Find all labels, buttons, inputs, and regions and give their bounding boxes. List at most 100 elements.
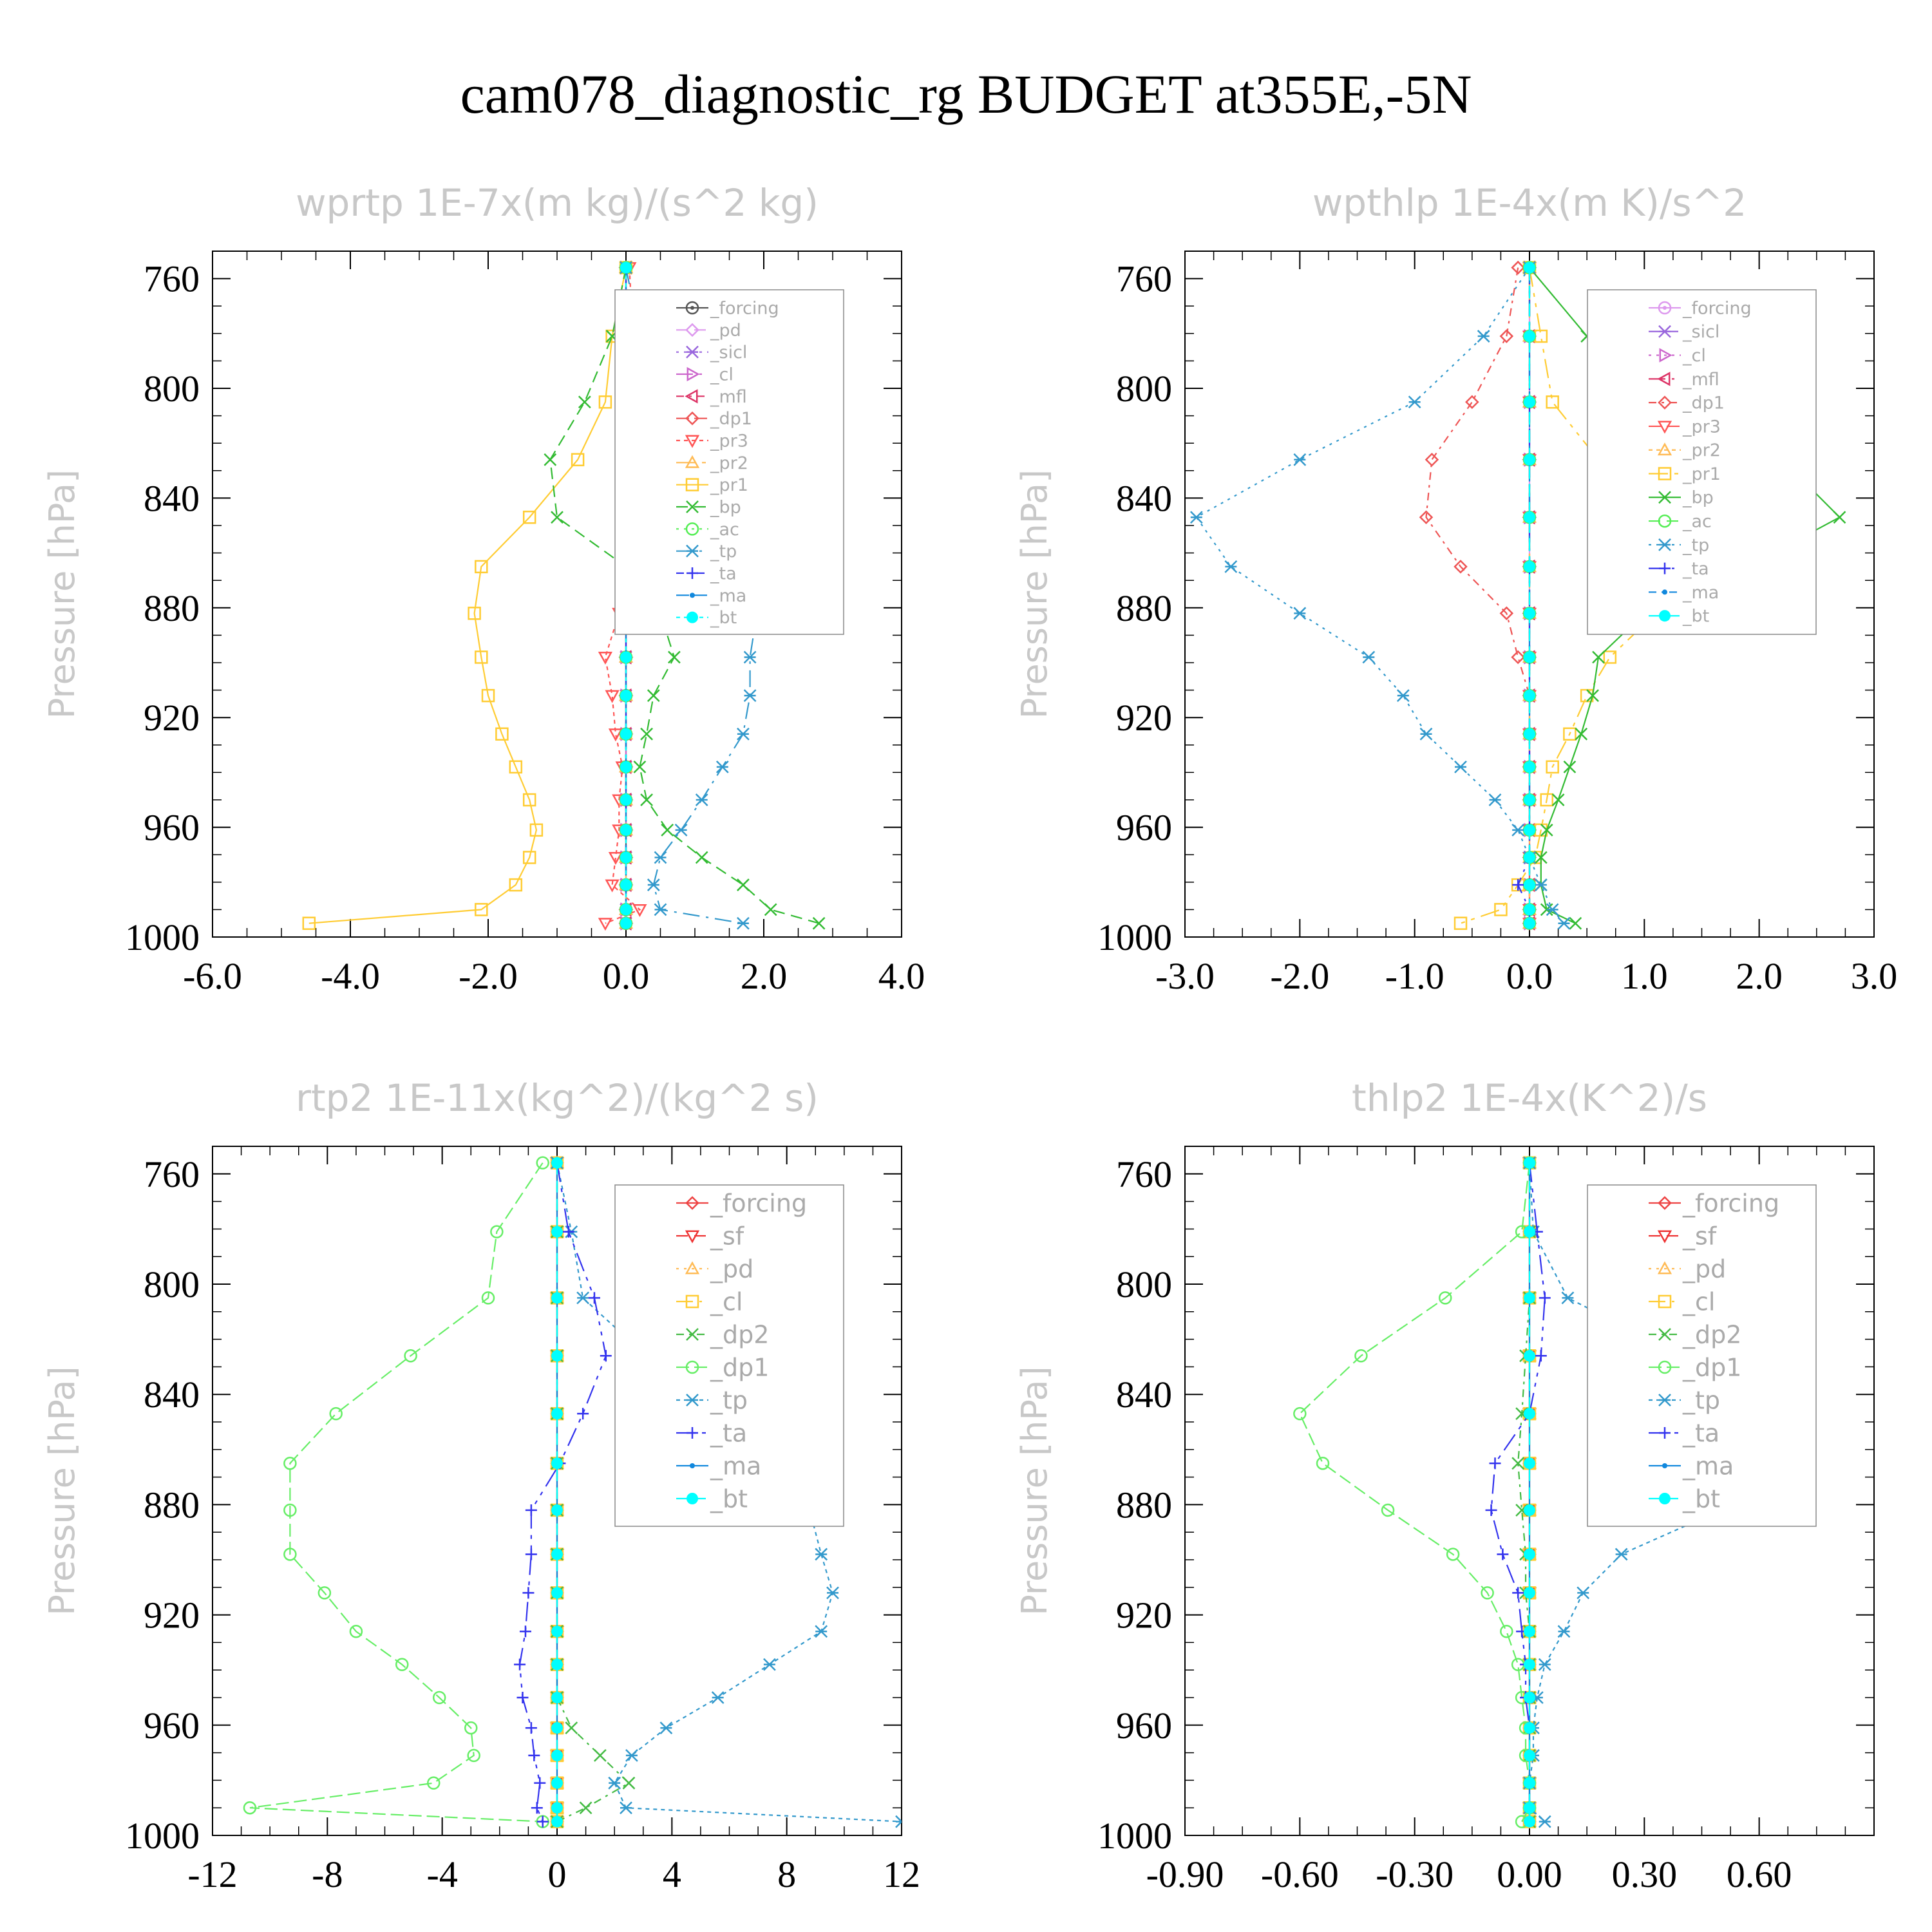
- legend-item: _pr3: [1649, 417, 1721, 437]
- marker-cross: [1658, 491, 1671, 504]
- y-tick-label: 840: [1116, 477, 1172, 519]
- marker-cross: [1575, 727, 1588, 741]
- data-point-bp: [640, 727, 653, 741]
- marker-square: [522, 510, 536, 524]
- data-point-pr1: [1494, 903, 1508, 916]
- data-point-bt: [620, 690, 632, 702]
- series-line-dp1: [249, 1162, 544, 1823]
- x-tick-label: 12: [883, 1853, 920, 1895]
- legend-label: _ma: [1682, 583, 1719, 603]
- marker-cross: [1833, 511, 1846, 524]
- data-point-bp: [544, 453, 557, 466]
- data-point-bt: [1524, 453, 1535, 466]
- data-point-bp: [551, 511, 564, 524]
- marker-filled-circle: [1524, 511, 1535, 524]
- legend-label: _dp1: [1682, 1353, 1741, 1381]
- marker-star: [695, 793, 708, 806]
- marker-square: [509, 760, 523, 774]
- legend-label: _sf: [710, 1222, 745, 1250]
- data-point-ta: [525, 1548, 537, 1560]
- data-point-bt: [620, 851, 632, 864]
- x-tick-label: 1.0: [1621, 955, 1668, 997]
- data-point-bt: [551, 1722, 563, 1734]
- legend-item: _ma: [676, 1452, 761, 1480]
- marker-filled-circle: [687, 611, 698, 623]
- marker-cross: [1563, 760, 1577, 773]
- data-point-ta: [525, 1504, 537, 1516]
- marker-cross: [1586, 689, 1599, 703]
- data-point-tp: [815, 1548, 828, 1561]
- marker-plus: [1512, 1587, 1524, 1599]
- marker-circle: [1500, 1625, 1513, 1638]
- data-point-pr1: [571, 453, 585, 467]
- marker-plus: [1489, 1457, 1501, 1470]
- data-point-pr1: [598, 395, 612, 409]
- x-tick-label: -1.0: [1385, 955, 1444, 997]
- legend-item: _tp: [1649, 1386, 1720, 1414]
- marker-cross: [686, 1328, 699, 1341]
- marker-plus: [525, 1548, 537, 1560]
- legend-item: _ma: [676, 586, 746, 606]
- data-point-bt: [1524, 1587, 1535, 1599]
- data-point-bt: [1524, 879, 1535, 891]
- legend-item: _ta: [676, 564, 737, 583]
- marker-diamond: [1511, 260, 1525, 275]
- marker-star: [1454, 760, 1467, 773]
- marker-triangle-down: [608, 728, 623, 742]
- data-point-ta: [1512, 1587, 1524, 1599]
- marker-circle: [283, 1503, 297, 1517]
- data-point-tp: [1454, 760, 1467, 773]
- y-tick-label: 800: [144, 368, 200, 410]
- data-point-dp2: [593, 1748, 607, 1762]
- data-point-pr3: [605, 690, 620, 703]
- marker-circle: [685, 522, 699, 536]
- data-point-tp: [1408, 395, 1421, 409]
- legend-label: _bt: [1682, 1484, 1720, 1513]
- data-point-tp: [763, 1658, 776, 1671]
- marker-star: [1658, 325, 1671, 338]
- marker-diamond: [685, 1196, 699, 1210]
- marker-star: [763, 1658, 776, 1671]
- marker-star: [1538, 1815, 1551, 1828]
- series-line-pr3: [604, 267, 654, 924]
- data-point-dp1: [467, 1748, 480, 1763]
- legend-label: _dp2: [710, 1320, 769, 1349]
- y-tick-label: 1000: [125, 916, 200, 958]
- marker-square: [685, 1294, 699, 1309]
- marker-plus: [516, 1692, 529, 1703]
- data-point-dp1: [1465, 395, 1479, 410]
- marker-plus: [1497, 1548, 1509, 1560]
- x-tick-label: -4.0: [321, 955, 380, 997]
- marker-star: [1511, 823, 1525, 837]
- data-point-bt: [620, 794, 632, 806]
- marker-diamond: [1658, 1196, 1672, 1210]
- marker-dot: [1662, 1463, 1667, 1468]
- marker-diamond: [685, 323, 699, 337]
- data-point-tp: [1189, 511, 1203, 524]
- marker-plus: [525, 1722, 537, 1734]
- marker-filled-circle: [551, 1692, 563, 1703]
- y-tick-label: 760: [144, 1153, 200, 1195]
- marker-circle: [1438, 1291, 1452, 1305]
- data-point-bt: [620, 879, 632, 891]
- marker-circle: [490, 1225, 504, 1238]
- marker-circle: [317, 1586, 332, 1600]
- marker-cross: [695, 851, 708, 864]
- marker-filled-circle: [1524, 1157, 1535, 1169]
- data-point-bt: [1524, 851, 1535, 864]
- marker-star: [1658, 538, 1671, 551]
- data-point-bt: [620, 824, 632, 836]
- chart-panel-3: rtp2 1E-11x(kg^2)/(kg^2 s) Pressure [hPa]…: [42, 1076, 920, 1895]
- data-point-bp: [1575, 727, 1588, 741]
- data-point-bt: [551, 1625, 563, 1638]
- marker-circle: [1381, 1503, 1395, 1517]
- data-point-tp: [715, 760, 729, 773]
- x-tick-label: 4.0: [878, 955, 925, 997]
- data-point-tp: [1538, 1658, 1551, 1671]
- data-point-tp: [654, 851, 667, 864]
- data-point-bt: [620, 651, 632, 663]
- data-point-bt: [1524, 1226, 1535, 1238]
- data-point-dp1: [317, 1586, 332, 1600]
- legend-label: _pr3: [1682, 417, 1721, 437]
